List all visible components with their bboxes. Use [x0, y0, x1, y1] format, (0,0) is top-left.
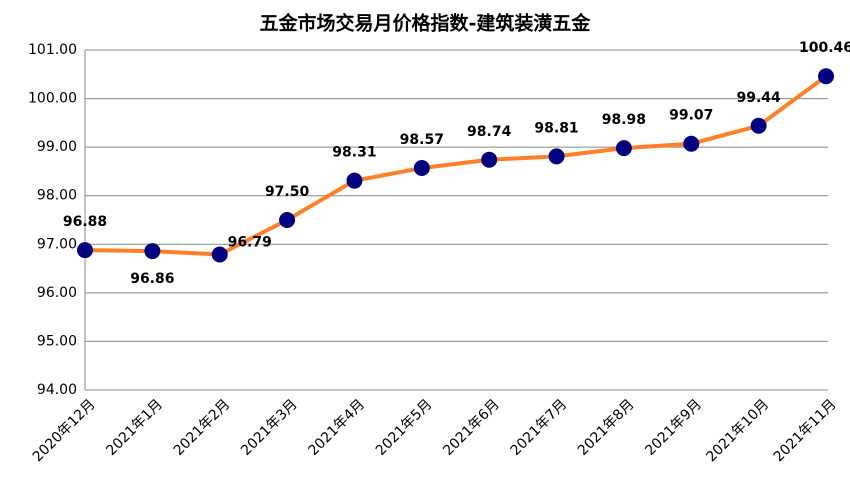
- x-tick-label: 2020年12月: [30, 396, 99, 465]
- data-point: [413, 160, 430, 177]
- data-point: [481, 151, 498, 168]
- x-tick-label: 2021年7月: [508, 396, 571, 459]
- y-tick-label: 95.00: [37, 333, 77, 349]
- data-label: 98.57: [400, 132, 444, 148]
- y-tick-label: 100.00: [28, 91, 77, 107]
- x-tick-label: 2021年4月: [305, 396, 368, 459]
- x-tick-label: 2021年8月: [575, 396, 638, 459]
- data-label: 99.07: [669, 108, 713, 124]
- data-label: 98.74: [467, 124, 512, 140]
- x-tick-label: 2021年10月: [703, 396, 772, 465]
- y-tick-label: 94.00: [37, 382, 77, 398]
- y-tick-label: 98.00: [37, 188, 77, 204]
- x-tick-label: 2021年1月: [103, 396, 166, 459]
- data-point: [548, 148, 565, 165]
- x-tick-label: 2021年6月: [440, 396, 503, 459]
- data-label: 96.79: [228, 234, 272, 250]
- data-label: 99.44: [736, 90, 781, 106]
- data-line: [84, 74, 828, 257]
- data-point: [279, 212, 296, 228]
- y-tick-label: 97.00: [37, 236, 77, 252]
- data-point: [144, 243, 161, 260]
- chart-title: 五金市场交易月价格指数-建筑装潢五金: [260, 12, 592, 35]
- data-label: 98.98: [602, 112, 646, 128]
- data-point: [683, 135, 700, 152]
- x-tick-label: 2021年11月: [771, 396, 840, 465]
- x-tick-label: 2021年3月: [238, 396, 301, 459]
- data-point: [346, 172, 363, 189]
- data-label: 98.31: [332, 145, 376, 161]
- data-label: 98.81: [534, 120, 578, 136]
- x-tick-label: 2021年5月: [373, 396, 436, 459]
- data-point: [818, 68, 834, 85]
- data-label: 100.46: [799, 40, 850, 56]
- data-label: 96.88: [63, 214, 107, 230]
- x-tick-label: 2021年9月: [642, 396, 705, 459]
- data-label: 96.86: [130, 271, 174, 287]
- data-point: [77, 242, 93, 259]
- data-label: 97.50: [265, 184, 310, 200]
- data-point: [750, 117, 767, 134]
- data-point: [615, 140, 632, 157]
- y-tick-label: 96.00: [37, 285, 77, 301]
- data-point: [211, 246, 228, 263]
- y-tick-label: 99.00: [37, 139, 77, 155]
- x-tick-label: 2021年2月: [171, 396, 234, 459]
- y-tick-label: 101.00: [28, 42, 77, 58]
